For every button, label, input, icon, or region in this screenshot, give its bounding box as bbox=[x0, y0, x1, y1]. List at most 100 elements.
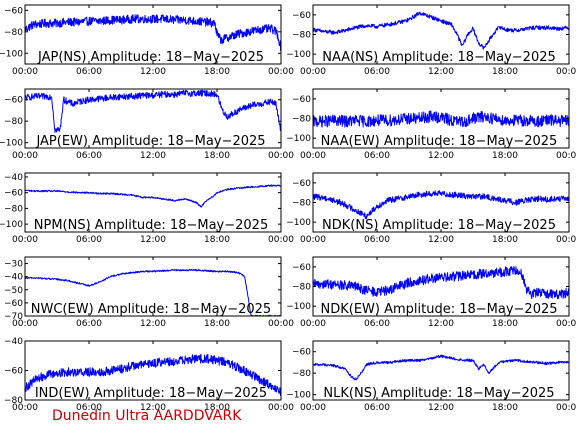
panel-title: IND(EW) Amplitude: 18−May−2025 bbox=[35, 386, 267, 401]
y-tick-label: −80 bbox=[4, 28, 23, 38]
x-tick-label: 18:00 bbox=[492, 151, 518, 161]
x-tick-label: 06:00 bbox=[364, 319, 390, 329]
series-line bbox=[25, 184, 281, 208]
chart-panel-8: 00:00 06:00 12:00 18:00 00:00 −100 −80 −60 NDK(E… bbox=[286, 256, 576, 329]
x-tick-label: 06:00 bbox=[76, 235, 102, 245]
y-tick-label: −80 bbox=[4, 117, 23, 127]
x-tick-label: 18:00 bbox=[204, 403, 230, 413]
x-tick-label: 00:00 bbox=[12, 319, 38, 329]
x-tick-label: 00:00 bbox=[556, 403, 576, 413]
series-line bbox=[25, 353, 281, 396]
x-tick-label: 00:00 bbox=[268, 319, 294, 329]
x-tick-label: 06:00 bbox=[76, 151, 102, 161]
y-tick-label: −30 bbox=[4, 260, 23, 270]
chart-panel-1: 00:00 06:00 12:00 18:00 00:00 −100 −80 −60 JAP(N… bbox=[0, 4, 294, 77]
x-tick-label: 18:00 bbox=[492, 235, 518, 245]
x-tick-label: 12:00 bbox=[140, 67, 166, 77]
x-tick-label: 06:00 bbox=[364, 235, 390, 245]
chart-panel-3: 00:00 06:00 12:00 18:00 00:00 −100 −80 −60 JAP(E… bbox=[0, 88, 294, 161]
x-tick-label: 00:00 bbox=[12, 403, 38, 413]
x-tick-label: 18:00 bbox=[204, 67, 230, 77]
x-tick-label: 12:00 bbox=[428, 67, 454, 77]
panel-title: NDK(NS) Amplitude: 18−May−2025 bbox=[322, 218, 556, 233]
x-tick-label: 00:00 bbox=[556, 319, 576, 329]
y-tick-label: −40 bbox=[4, 273, 23, 283]
y-tick-label: −100 bbox=[286, 218, 311, 228]
y-tick-label: −80 bbox=[292, 199, 311, 209]
y-tick-label: −40 bbox=[4, 173, 23, 183]
x-tick-label: 00:00 bbox=[12, 235, 38, 245]
x-tick-label: 12:00 bbox=[140, 235, 166, 245]
panel-title: NPM(NS) Amplitude: 18−May−2025 bbox=[34, 218, 268, 233]
chart-panel-6: 00:00 06:00 12:00 18:00 00:00 −100 −80 −60 NDK(N… bbox=[286, 172, 576, 245]
x-tick-label: 06:00 bbox=[364, 67, 390, 77]
x-tick-label: 18:00 bbox=[204, 151, 230, 161]
series-line bbox=[313, 266, 569, 300]
series-line bbox=[25, 89, 281, 133]
chart-panel-10: 00:00 06:00 12:00 18:00 00:00 −100 −80 −60 NLK(N… bbox=[286, 340, 576, 413]
x-tick-label: 06:00 bbox=[364, 151, 390, 161]
panel-title: NAA(EW) Amplitude: 18−May−2025 bbox=[321, 134, 558, 149]
x-tick-label: 00:00 bbox=[556, 151, 576, 161]
y-tick-label: −60 bbox=[4, 189, 23, 199]
chart-panel-7: 00:00 06:00 12:00 18:00 00:00−70−60−50−40−30… bbox=[4, 256, 294, 329]
x-tick-label: 00:00 bbox=[300, 151, 326, 161]
x-tick-label: 06:00 bbox=[364, 403, 390, 413]
series-line bbox=[25, 14, 281, 52]
chart-panel-9: 00:00 06:00 12:00 18:00 00:00−80−60−40IND(EW… bbox=[4, 337, 294, 413]
x-tick-label: 00:00 bbox=[300, 403, 326, 413]
y-tick-label: −60 bbox=[292, 11, 311, 21]
x-tick-label: 00:00 bbox=[12, 67, 38, 77]
chart-panel-4: 00:00 06:00 12:00 18:00 00:00 −100 −80 −60 NAA(E… bbox=[286, 88, 576, 161]
x-tick-label: 00:00 bbox=[556, 67, 576, 77]
x-tick-label: 00:00 bbox=[268, 403, 294, 413]
y-tick-label: −60 bbox=[4, 367, 23, 377]
panel-title: NAA(NS) Amplitude: 18−May−2025 bbox=[322, 50, 556, 65]
chart-panel-5: 00:00 06:00 12:00 18:00 00:00 −100 −80 −60 −40 NP… bbox=[0, 172, 294, 245]
x-tick-label: 06:00 bbox=[76, 67, 102, 77]
y-tick-label: −100 bbox=[0, 220, 23, 230]
y-tick-label: −60 bbox=[292, 95, 311, 105]
x-tick-label: 00:00 bbox=[268, 151, 294, 161]
y-tick-label: −50 bbox=[4, 286, 23, 296]
x-tick-label: 12:00 bbox=[140, 319, 166, 329]
x-tick-label: 18:00 bbox=[492, 403, 518, 413]
x-tick-label: 00:00 bbox=[12, 151, 38, 161]
footer-credit: Dunedin Ultra AARDDVARK bbox=[52, 408, 242, 424]
y-tick-label: −60 bbox=[4, 299, 23, 309]
y-tick-label: −100 bbox=[286, 50, 311, 60]
panel-title: JAP(NS) Amplitude: 18−May−2025 bbox=[37, 50, 264, 65]
y-tick-label: −60 bbox=[4, 96, 23, 106]
panel-title: NWC(EW) Amplitude: 18−May−2025 bbox=[31, 302, 271, 317]
series-line bbox=[313, 110, 569, 128]
series-line bbox=[313, 190, 569, 220]
x-tick-label: 00:00 bbox=[268, 67, 294, 77]
panel-title: JAP(EW) Amplitude: 18−May−2025 bbox=[35, 134, 265, 149]
x-tick-label: 18:00 bbox=[492, 319, 518, 329]
series-line bbox=[25, 268, 281, 316]
y-tick-label: −80 bbox=[4, 396, 23, 406]
series-line bbox=[313, 11, 569, 50]
y-tick-label: −40 bbox=[4, 337, 23, 347]
x-tick-label: 18:00 bbox=[204, 319, 230, 329]
panel-title: NLK(NS) Amplitude: 18−May−2025 bbox=[323, 386, 554, 401]
y-tick-label: −100 bbox=[0, 49, 23, 59]
y-tick-label: −60 bbox=[4, 6, 23, 16]
x-tick-label: 18:00 bbox=[492, 67, 518, 77]
x-tick-label: 06:00 bbox=[76, 319, 102, 329]
series-line bbox=[313, 354, 569, 381]
y-tick-label: −100 bbox=[0, 139, 23, 149]
x-tick-label: 00:00 bbox=[268, 235, 294, 245]
panel-title: NDK(EW) Amplitude: 18−May−2025 bbox=[320, 302, 557, 317]
y-tick-label: −80 bbox=[292, 31, 311, 41]
x-tick-label: 12:00 bbox=[428, 319, 454, 329]
y-tick-label: −70 bbox=[4, 312, 23, 322]
y-tick-label: −100 bbox=[286, 391, 311, 401]
x-tick-label: 00:00 bbox=[300, 235, 326, 245]
x-tick-label: 18:00 bbox=[204, 235, 230, 245]
x-tick-label: 12:00 bbox=[428, 151, 454, 161]
y-tick-label: −60 bbox=[292, 348, 311, 358]
x-tick-label: 00:00 bbox=[300, 67, 326, 77]
x-tick-label: 06:00 bbox=[76, 403, 102, 413]
